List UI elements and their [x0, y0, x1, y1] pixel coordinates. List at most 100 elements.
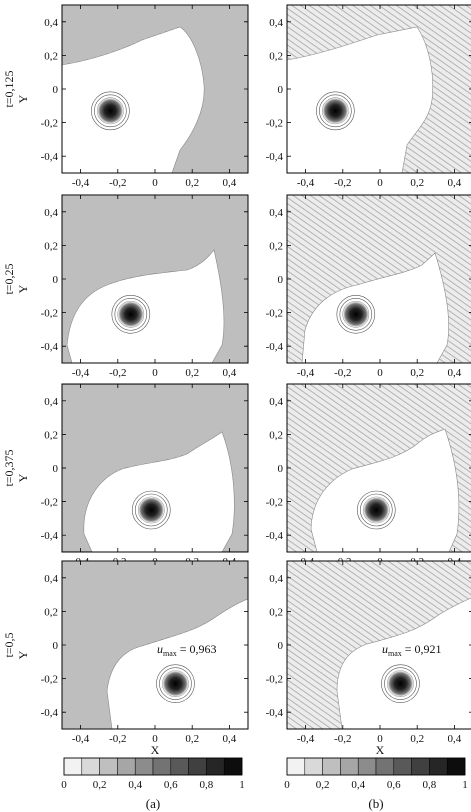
contour-ring	[111, 294, 151, 334]
y-tick-label: 0,2	[44, 240, 58, 252]
x-tick-label: -0,2	[109, 733, 126, 745]
colorbar-tick-label: 1	[462, 779, 468, 791]
colorbar-cell	[81, 757, 100, 776]
heatmap-panel-b-2: -0,4 -0,2 0 0,2 0,4 0,4 0,2 0 -0,2 -0,4	[266, 194, 471, 379]
y-tick-label: 0	[53, 274, 59, 286]
x-tick-label: 0,2	[410, 367, 424, 379]
heatmap-panel-a-3: -0,4-0,200,20,40,40,20-0,2-0,4	[41, 383, 249, 568]
low-value-region	[336, 597, 471, 729]
colorbar-tick-label: 0	[284, 779, 290, 791]
colorbar-cell	[99, 757, 118, 776]
contour-ring	[94, 94, 127, 128]
colorbar-tick-label: 0,2	[316, 779, 330, 791]
colorbar-frame	[63, 757, 243, 776]
x-axis-label: X	[151, 743, 160, 757]
contour-ring	[316, 91, 355, 131]
x-tick-label: 0	[152, 733, 158, 745]
y-axis-label: Y	[16, 94, 30, 103]
colorbar-tick-label: 0,8	[423, 779, 437, 791]
y-tick-label: 0,2	[44, 50, 58, 62]
colorbar-cell	[429, 757, 448, 776]
y-tick-label: -0,4	[41, 707, 59, 719]
x-tick-label: 0,4	[448, 177, 462, 189]
colorbar-tick-label: 1	[239, 779, 245, 791]
peak-blob	[322, 97, 349, 124]
y-tick-label: -0,4	[266, 530, 284, 542]
colorbar-a: 0 0,2 0,4 0,6 0,8 1 (a)	[61, 757, 245, 811]
contour-ring	[356, 490, 396, 530]
y-tick-label: 0,4	[269, 17, 283, 29]
y-axis-label: Y	[16, 650, 30, 659]
x-tick-label: -0,4	[297, 733, 315, 745]
colorbar-tick-label: 0,2	[93, 779, 107, 791]
x-tick-label: 0	[152, 177, 158, 189]
peak-blob	[97, 97, 124, 124]
heatmap-panel-a-2: -0,4 -0,2 0 0,2 0,4 0,4 0,2 0 -0,2 -0,4	[41, 194, 249, 379]
x-tick-label: -0,4	[72, 367, 90, 379]
contour-ring	[336, 294, 376, 334]
y-tick-label: -0,4	[266, 341, 284, 353]
x-axis-label: X	[376, 743, 385, 757]
x-tick-label: -0,4	[72, 733, 90, 745]
y-tick-label: 0,2	[269, 50, 283, 62]
peak-blob	[387, 670, 414, 697]
contour-ring	[131, 490, 171, 530]
colorbar-tick-label: 0,6	[164, 779, 178, 791]
x-tick-label: 0,4	[223, 177, 237, 189]
x-tick-label: -0,4	[297, 177, 315, 189]
low-value-region	[106, 598, 248, 729]
y-tick-label: 0,2	[44, 606, 58, 618]
x-tick-label: 0	[377, 733, 383, 745]
contour-ring	[339, 297, 373, 331]
peak-blob	[363, 497, 390, 523]
colorbar-tick-label: 0,8	[200, 779, 214, 791]
colorbar-cell	[286, 757, 306, 776]
y-tick-label: -0,2	[41, 497, 58, 509]
x-tick-label: 0,2	[185, 367, 199, 379]
y-tick-label: 0,4	[44, 207, 58, 219]
contour-ring	[319, 94, 352, 128]
x-tick-label: -0,2	[334, 177, 351, 189]
peak-blob	[117, 301, 144, 328]
y-tick-label: 0	[278, 640, 284, 652]
colorbar-cell	[134, 757, 154, 776]
contour-ring	[156, 664, 195, 703]
x-tick-label: -0,2	[109, 367, 126, 379]
x-tick-label: 0	[152, 367, 158, 379]
x-tick-label: 0	[377, 367, 383, 379]
x-tick-label: 0,2	[185, 177, 199, 189]
y-tick-label: 0	[278, 463, 284, 475]
contour-ring	[384, 667, 417, 700]
x-tick-label: 0,2	[410, 733, 424, 745]
low-value-region	[301, 252, 449, 363]
colorbar-cell	[152, 757, 172, 776]
row-time-label: t=0,375	[2, 449, 16, 486]
umax-annotation: umax = 0,921	[382, 642, 442, 658]
y-tick-label: -0,2	[41, 118, 58, 130]
colorbar-cell	[446, 757, 466, 776]
contour-ring	[134, 493, 168, 527]
y-tick-label: -0,4	[266, 707, 284, 719]
y-tick-label: 0,4	[269, 396, 283, 408]
y-tick-label: 0	[53, 84, 59, 96]
y-tick-label: 0,2	[269, 429, 283, 441]
y-tick-label: 0,4	[44, 396, 58, 408]
y-tick-label: -0,4	[41, 530, 59, 542]
y-tick-label: -0,2	[41, 308, 58, 320]
heatmap-panel-b-1: -0,4 -0,2 0 0,2 0,4 0,4 0,2 0 -0,2 -0,4	[266, 4, 471, 189]
x-tick-label: 0,2	[185, 733, 199, 745]
contour-ring	[359, 493, 393, 527]
heatmap-panel-a-4: -0,4 -0,2 0 0,2 0,4 0,4 0,2 0 -0,2 -0,4 umax = 0,9…	[41, 560, 249, 745]
colorbar-cell	[188, 757, 207, 776]
colorbar-cell	[206, 757, 225, 776]
y-tick-label: -0,2	[266, 308, 283, 320]
x-tick-label: -0,2	[334, 733, 351, 745]
peak-blob	[342, 301, 369, 328]
heatmap-panel-b-4: -0,4 -0,2 0 0,2 0,4 0,4 0,2 0 -0,2 -0,4 umax = 0,9…	[266, 560, 471, 745]
x-tick-label: 0,2	[410, 177, 424, 189]
y-tick-label: -0,4	[41, 151, 59, 163]
colorbar-cell	[304, 757, 323, 776]
contour-ring	[114, 297, 148, 331]
y-tick-label: 0,2	[269, 606, 283, 618]
